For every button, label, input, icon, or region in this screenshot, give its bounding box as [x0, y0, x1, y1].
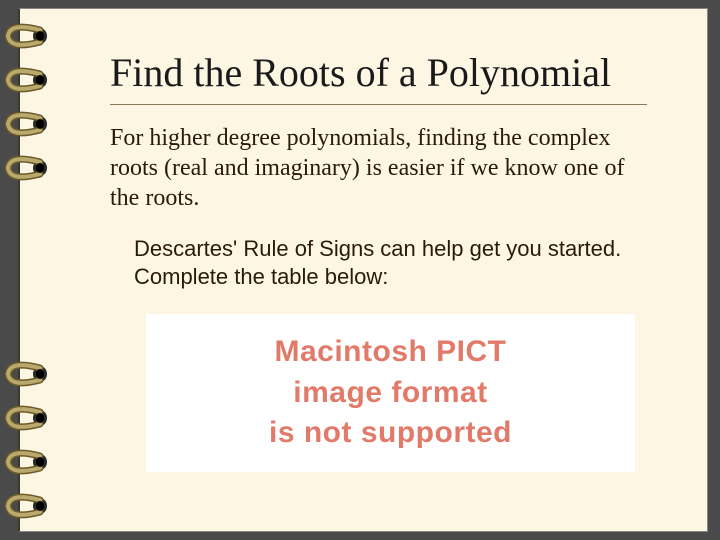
- binding-ring: [0, 400, 56, 436]
- body-paragraph-2: Descartes' Rule of Signs can help get yo…: [134, 235, 647, 290]
- binding-ring: [0, 444, 56, 480]
- unsupported-image-placeholder: Macintosh PICT image format is not suppo…: [146, 314, 635, 472]
- spiral-binding: [0, 0, 60, 540]
- pict-error-line-1: Macintosh PICT: [156, 332, 625, 373]
- binding-ring: [0, 356, 56, 392]
- slide-content: Find the Roots of a Polynomial For highe…: [20, 9, 707, 492]
- binding-ring: [0, 62, 56, 98]
- page-title: Find the Roots of a Polynomial: [110, 49, 647, 96]
- title-underline: [110, 104, 647, 105]
- binding-ring: [0, 106, 56, 142]
- binding-ring: [0, 150, 56, 186]
- slide-frame: Find the Roots of a Polynomial For highe…: [18, 8, 708, 532]
- binding-ring: [0, 488, 56, 524]
- binding-ring: [0, 18, 56, 54]
- pict-error-line-3: is not supported: [156, 413, 625, 454]
- pict-error-line-2: image format: [156, 373, 625, 414]
- body-paragraph-1: For higher degree polynomials, finding t…: [110, 123, 647, 213]
